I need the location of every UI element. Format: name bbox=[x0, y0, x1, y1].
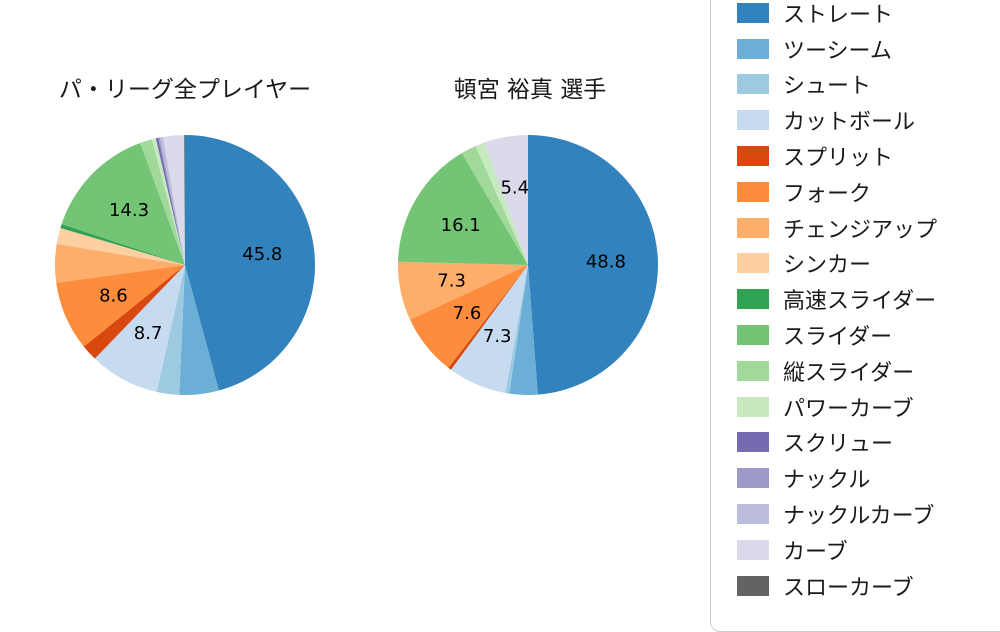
legend-item: カーブ bbox=[737, 532, 1000, 568]
pie-value-label: 7.6 bbox=[453, 303, 482, 324]
legend-label: ツーシーム bbox=[783, 38, 892, 64]
pie-slice-ストレート bbox=[528, 135, 658, 395]
pie-value-label: 7.3 bbox=[437, 270, 466, 291]
pie-slice-フォーク bbox=[56, 265, 185, 347]
pie-slice-スプリット bbox=[83, 265, 185, 359]
pie-slice-ナックルカーブ bbox=[159, 136, 185, 265]
legend-color-swatch bbox=[737, 181, 769, 202]
legend-label: 縦スライダー bbox=[783, 360, 915, 386]
chart-title-pa-league: パ・リーグ全プレイヤー bbox=[58, 77, 312, 103]
pie-chart-player: 48.87.37.67.316.15.4 bbox=[397, 135, 658, 395]
legend-item: フォーク bbox=[737, 174, 1000, 210]
pie-value-label: 8.6 bbox=[99, 286, 128, 307]
pie-value-label: 16.1 bbox=[441, 215, 481, 236]
pie-slice-ストレート bbox=[185, 135, 316, 391]
legend-label: ナックルカーブ bbox=[783, 504, 935, 530]
legend-label: ナックル bbox=[783, 468, 871, 494]
pie-slice-シュート bbox=[505, 265, 528, 394]
legend-color-swatch bbox=[737, 2, 769, 23]
legend-label: シュート bbox=[783, 74, 872, 100]
pie-slice-縦スライダー bbox=[140, 139, 185, 265]
legend-item: ストレート bbox=[737, 0, 1000, 31]
pie-slice-カーブ bbox=[484, 135, 528, 265]
pie-slice-ツーシーム bbox=[179, 265, 219, 395]
pie-slice-シュート bbox=[156, 265, 185, 395]
legend-item: シンカー bbox=[737, 246, 1000, 282]
legend-item: ツーシーム bbox=[737, 31, 1000, 67]
legend-color-swatch bbox=[737, 504, 769, 525]
legend-label: スローカーブ bbox=[783, 575, 914, 601]
legend-item: チェンジアップ bbox=[737, 210, 1000, 246]
pie-slice-シンカー bbox=[56, 227, 186, 265]
legend-label: スクリュー bbox=[783, 432, 894, 458]
pie-slice-フォーク bbox=[410, 265, 528, 368]
legend-item: 高速スライダー bbox=[737, 281, 1000, 317]
pie-value-label: 48.8 bbox=[586, 252, 626, 273]
legend-item: スプリット bbox=[737, 138, 1000, 174]
pie-slice-ナックル bbox=[158, 137, 185, 265]
pie-slice-縦スライダー bbox=[461, 146, 528, 265]
legend-color-swatch bbox=[737, 396, 769, 417]
legend-color-swatch bbox=[737, 325, 769, 346]
legend-item: スクリュー bbox=[737, 425, 1000, 461]
legend-label: チェンジアップ bbox=[783, 217, 938, 243]
pie-slice-スクリュー bbox=[155, 137, 185, 265]
legend-color-swatch bbox=[737, 539, 769, 560]
pie-slice-カットボール bbox=[94, 265, 185, 392]
legend-item: 縦スライダー bbox=[737, 353, 1000, 389]
pie-slice-スプリット bbox=[448, 265, 528, 370]
legend-item: パワーカーブ bbox=[737, 389, 1000, 425]
legend-color-swatch bbox=[737, 110, 769, 131]
pie-slice-スローカーブ bbox=[184, 134, 185, 265]
pie-slice-スライダー bbox=[61, 142, 186, 265]
legend-item: ナックル bbox=[737, 460, 1000, 496]
legend-color-swatch bbox=[737, 432, 769, 453]
legend-item: シュート bbox=[737, 67, 1000, 103]
pie-slice-チェンジアップ bbox=[397, 261, 528, 320]
legend-label: カーブ bbox=[783, 539, 848, 565]
legend-item: スライダー bbox=[737, 317, 1000, 353]
legend-label: カットボール bbox=[783, 110, 916, 136]
legend-label: スライダー bbox=[783, 325, 893, 351]
pie-slice-カットボール bbox=[450, 265, 528, 393]
legend: ストレートツーシームシュートカットボール スプリットフォークチェンジアップ シンカー… bbox=[710, 0, 1000, 632]
pie-slice-パワーカーブ bbox=[151, 138, 185, 265]
pie-slice-高速スライダー bbox=[60, 224, 185, 265]
pie-value-label: 8.7 bbox=[134, 323, 163, 344]
pie-value-label: 7.3 bbox=[483, 326, 512, 347]
legend-label: パワーカーブ bbox=[783, 396, 914, 422]
legend-color-swatch bbox=[737, 575, 769, 596]
legend-color-swatch bbox=[737, 146, 769, 167]
legend-color-swatch bbox=[737, 74, 769, 95]
pie-value-label: 45.8 bbox=[242, 244, 282, 265]
pie-slice-ツーシーム bbox=[509, 265, 538, 395]
legend-color-swatch bbox=[737, 253, 769, 274]
legend-label: ストレート bbox=[783, 2, 894, 28]
legend-item: スローカーブ bbox=[737, 568, 1000, 604]
legend-color-swatch bbox=[737, 468, 769, 489]
pie-value-label: 5.4 bbox=[500, 178, 529, 199]
pie-charts-canvas: 45.88.78.614.3 48.87.37.67.316.15.4 bbox=[55, 134, 658, 395]
legend-label: フォーク bbox=[783, 181, 872, 207]
chart-title-player: 頓宮 裕真 選手 bbox=[453, 77, 607, 103]
legend-color-swatch bbox=[737, 289, 769, 310]
legend-label: スプリット bbox=[783, 146, 894, 172]
legend-color-swatch bbox=[737, 217, 769, 238]
legend-label: シンカー bbox=[783, 253, 872, 279]
legend-color-swatch bbox=[737, 360, 769, 381]
pie-slice-カーブ bbox=[163, 135, 185, 265]
pie-slice-パワーカーブ bbox=[475, 142, 528, 265]
legend-item: ナックルカーブ bbox=[737, 496, 1000, 532]
legend-label: 高速スライダー bbox=[783, 289, 937, 315]
pie-value-label: 14.3 bbox=[109, 200, 149, 221]
pie-slice-チェンジアップ bbox=[55, 243, 186, 283]
pie-chart-pa-league: 45.8 8.7 8.6 14.3 bbox=[55, 134, 316, 395]
legend-color-swatch bbox=[737, 38, 769, 59]
legend-item: カットボール bbox=[737, 102, 1000, 138]
pie-slice-スライダー bbox=[398, 153, 528, 265]
